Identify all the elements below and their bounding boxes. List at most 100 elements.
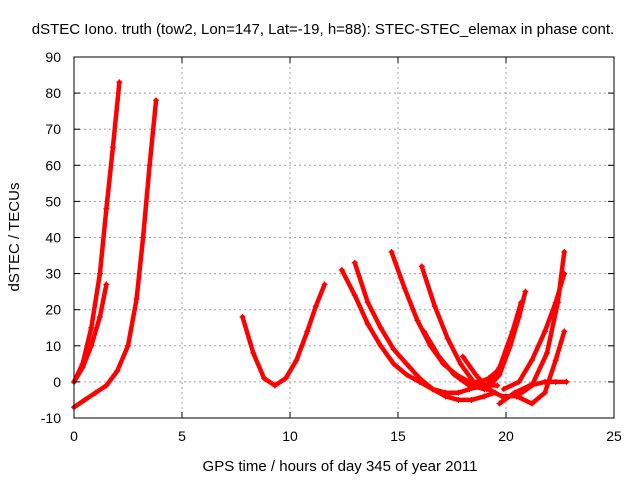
- x-tick-label: 10: [282, 428, 298, 444]
- data-point: [522, 288, 529, 295]
- data-point: [442, 393, 449, 400]
- data-point: [541, 328, 548, 335]
- x-tick-label: 15: [390, 428, 406, 444]
- series-arc3: [71, 97, 160, 411]
- data-point: [496, 400, 503, 407]
- series-line: [71, 80, 122, 385]
- series-arc13: [500, 270, 568, 393]
- data-point: [455, 396, 462, 403]
- data-point: [500, 386, 507, 393]
- data-point: [563, 378, 570, 385]
- data-point: [114, 368, 121, 375]
- data-point: [125, 342, 131, 349]
- data-point: [457, 360, 464, 367]
- data-point: [312, 303, 319, 310]
- data-point: [81, 396, 88, 403]
- data-point: [468, 396, 475, 403]
- data-point: [420, 328, 427, 335]
- data-point: [239, 313, 246, 320]
- data-point: [271, 382, 278, 389]
- series-layer: [71, 79, 570, 411]
- y-tick-label: 70: [45, 121, 61, 137]
- data-point: [455, 389, 462, 396]
- data-point: [498, 393, 505, 400]
- data-point: [470, 378, 477, 385]
- data-point: [364, 299, 371, 306]
- data-point: [282, 375, 289, 382]
- data-point: [494, 382, 501, 389]
- data-point: [390, 360, 397, 367]
- series-arc12: [513, 328, 568, 407]
- data-point: [364, 321, 371, 328]
- grid-layer: [74, 57, 614, 418]
- data-point: [103, 382, 110, 389]
- series-line: [421, 300, 524, 392]
- data-point: [140, 234, 147, 241]
- y-tick-label: -10: [41, 410, 61, 426]
- y-tick-label: 90: [45, 49, 61, 65]
- y-tick-label: 0: [53, 374, 61, 390]
- y-tick-label: 40: [45, 230, 61, 246]
- data-point: [528, 357, 535, 364]
- data-point: [509, 328, 516, 335]
- data-point: [561, 328, 568, 335]
- chart-title: dSTEC Iono. truth (tow2, Lon=147, Lat=-1…: [32, 21, 614, 38]
- data-point: [444, 335, 451, 342]
- data-point: [511, 389, 518, 396]
- data-point: [377, 324, 384, 331]
- data-point: [377, 342, 384, 349]
- data-point: [459, 353, 466, 360]
- data-point: [466, 382, 473, 389]
- data-point: [552, 299, 559, 306]
- data-point: [133, 295, 140, 302]
- tick-layer: 0 5 10 15 20 25 -10 0 10 20 30 40 50 60 70 80 90: [41, 49, 622, 444]
- data-point: [416, 375, 423, 382]
- series-line: [240, 282, 327, 388]
- data-point: [304, 328, 311, 335]
- data-point: [418, 263, 425, 270]
- data-point: [403, 371, 410, 378]
- data-point: [153, 97, 160, 104]
- data-point: [552, 378, 559, 385]
- data-point: [79, 364, 86, 371]
- series-arc4: [239, 281, 328, 389]
- data-point: [96, 313, 103, 320]
- data-point: [436, 353, 443, 360]
- data-point: [414, 317, 421, 324]
- data-point: [261, 375, 268, 382]
- x-tick-label: 25: [606, 428, 622, 444]
- data-point: [88, 324, 95, 331]
- data-point: [513, 393, 520, 400]
- data-point: [146, 162, 153, 169]
- data-point: [451, 371, 458, 378]
- y-tick-label: 20: [45, 302, 61, 318]
- data-point: [496, 371, 503, 378]
- data-point: [338, 266, 345, 273]
- data-point: [518, 299, 525, 306]
- data-point: [528, 400, 535, 407]
- series-line: [352, 260, 498, 403]
- y-tick-label: 60: [45, 157, 61, 173]
- data-point: [109, 144, 116, 151]
- series-arc9: [420, 299, 525, 393]
- data-point: [561, 270, 568, 277]
- data-point: [103, 205, 110, 212]
- x-tick-label: 0: [70, 428, 78, 444]
- x-tick-label: 20: [498, 428, 514, 444]
- y-tick-label: 80: [45, 85, 61, 101]
- data-point: [526, 382, 533, 389]
- data-point: [403, 360, 410, 367]
- data-point: [92, 389, 99, 396]
- data-point: [390, 346, 397, 353]
- data-point: [544, 350, 551, 357]
- data-point: [116, 79, 123, 86]
- data-point: [472, 371, 479, 378]
- y-tick-label: 50: [45, 193, 61, 209]
- data-point: [293, 357, 300, 364]
- y-tick-label: 30: [45, 266, 61, 282]
- data-point: [485, 386, 492, 393]
- data-point: [103, 281, 110, 288]
- data-point: [515, 378, 522, 385]
- data-point: [541, 389, 548, 396]
